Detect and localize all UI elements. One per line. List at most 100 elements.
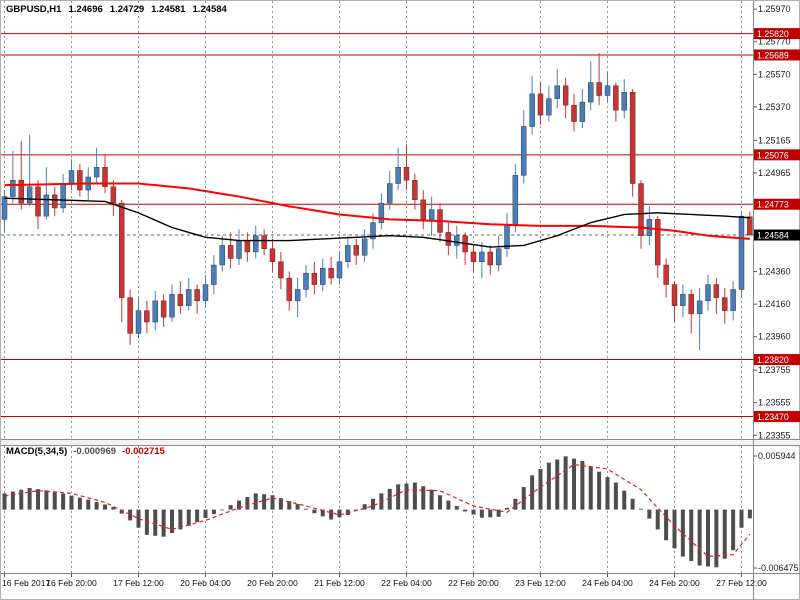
macd-bar [337, 509, 342, 518]
price-tick-label: 1.23555 [758, 398, 791, 408]
symbol-timeframe-label: GBPUSD,H1 [6, 4, 62, 15]
candle-body [537, 93, 544, 116]
macd-indicator-label: MACD(5,34,5) -0.000969 -0.002715 [6, 446, 171, 457]
candle-body [696, 300, 703, 315]
candle-body [655, 219, 661, 266]
price-tick-label: 1.23355 [758, 430, 791, 440]
candle-body [35, 186, 41, 217]
candle-body [353, 245, 359, 256]
candle-body [428, 209, 435, 220]
macd-bar [253, 493, 258, 510]
time-label: 23 Feb 12:00 [515, 578, 566, 588]
macd-bar [421, 486, 426, 510]
candle-body [412, 180, 418, 201]
candle-body [395, 167, 401, 184]
macd-bar [513, 498, 518, 510]
macd-bar [538, 469, 543, 510]
macd-bar [10, 491, 15, 510]
pane-separator [1, 439, 800, 446]
candle-body [562, 85, 569, 106]
macd-bar [505, 507, 509, 510]
candle-body [152, 300, 158, 323]
macd-bar [44, 490, 49, 510]
macd-bar [639, 508, 643, 510]
candle-body [52, 194, 58, 209]
macd-bar [412, 482, 417, 510]
macd-bar [186, 509, 191, 526]
macd-scale-label: -0.006475 [758, 563, 799, 573]
current-price-label-bg [754, 229, 800, 241]
macd-bar [521, 487, 526, 510]
candle-body [487, 251, 493, 266]
candle-body [546, 98, 552, 116]
macd-bar [262, 494, 267, 510]
macd-bar [211, 509, 216, 515]
time-label: 20 Feb 20:00 [247, 578, 298, 588]
candle-body [588, 82, 594, 103]
level-price-label: 1.25076 [757, 150, 789, 160]
candle-body [202, 284, 209, 302]
macd-bar [153, 509, 158, 536]
time-label: 17 Feb 12:00 [113, 578, 164, 588]
macd-bar [739, 509, 744, 528]
macd-bar [396, 484, 401, 510]
macd-bar [119, 509, 124, 514]
price-tick-label: 1.25770 [758, 37, 791, 47]
candle-body [278, 261, 284, 279]
candle-body [18, 180, 24, 204]
candle-body [160, 300, 167, 318]
candle-body [186, 289, 192, 306]
candle-body [43, 194, 50, 217]
macd-bar [295, 504, 300, 510]
candle-body [596, 82, 602, 96]
macd-bar [278, 498, 283, 510]
macd-bar [19, 489, 24, 510]
macd-bar [387, 488, 392, 510]
macd-bar [329, 509, 334, 520]
candle-body [713, 284, 720, 298]
time-label: 27 Feb 12:00 [716, 578, 767, 588]
macd-bar [111, 506, 116, 510]
macd-bar [203, 509, 208, 519]
candle-body [102, 167, 108, 187]
macd-bar [697, 509, 702, 566]
candle-body [286, 277, 292, 302]
macd-bar [747, 509, 752, 519]
candle-body [1, 196, 8, 220]
macd-bar [722, 509, 727, 559]
macd-bar [655, 509, 660, 530]
macd-bar [588, 466, 593, 510]
macd-bar [195, 509, 200, 522]
price-tick-label: 1.25970 [758, 4, 791, 14]
candle-body [747, 216, 753, 236]
macd-bar [563, 456, 568, 510]
macd-main-value: -0.000969 [73, 446, 117, 457]
candle-body [730, 289, 736, 311]
macd-bar [689, 509, 694, 562]
candle-body [211, 264, 217, 285]
macd-bar [287, 501, 292, 510]
level-price-label-bg [754, 49, 800, 61]
macd-scale-label: 0.005944 [758, 451, 796, 461]
macd-bar [446, 500, 451, 510]
macd-bar [630, 498, 635, 510]
macd-bar [320, 509, 325, 517]
price-tick-label: 1.23960 [758, 332, 791, 342]
candle-body [579, 101, 586, 122]
candle-body [261, 235, 267, 249]
candle-body [26, 186, 33, 204]
macd-bar [270, 495, 275, 510]
macd-bar [36, 489, 40, 510]
candle-body [177, 294, 184, 306]
macd-bar [61, 493, 66, 510]
candle-body [10, 180, 16, 197]
macd-bar [530, 475, 535, 510]
macd-bar [220, 509, 225, 511]
candle-body [227, 245, 234, 259]
macd-bar [103, 504, 107, 510]
candle-body [219, 245, 225, 266]
candle-body [420, 199, 426, 220]
candle-body [629, 92, 636, 184]
